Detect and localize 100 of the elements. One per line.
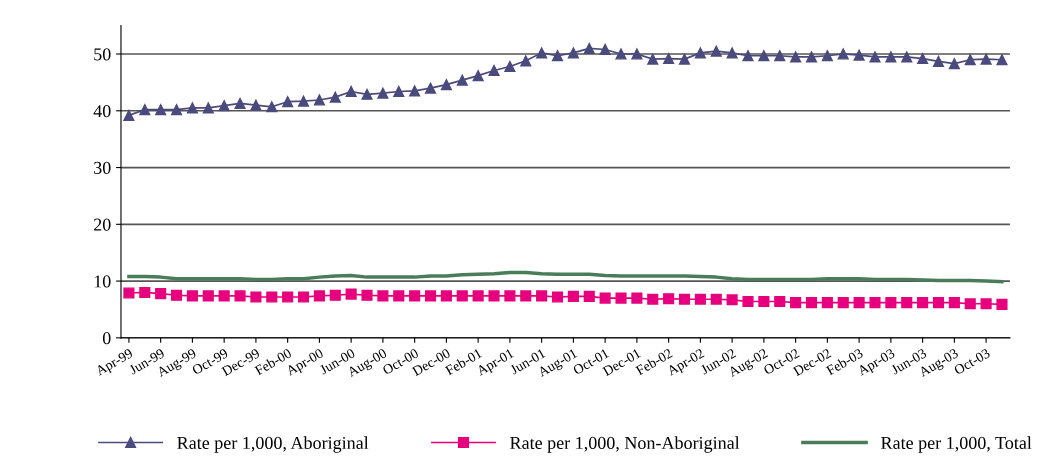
point bbox=[155, 288, 167, 300]
point bbox=[250, 99, 262, 111]
point bbox=[456, 74, 468, 86]
point bbox=[599, 43, 611, 56]
point bbox=[996, 298, 1008, 310]
y-tick-label: 20 bbox=[93, 218, 111, 231]
point bbox=[282, 291, 294, 303]
point bbox=[202, 290, 214, 302]
point bbox=[313, 94, 325, 106]
point bbox=[472, 70, 484, 82]
point bbox=[663, 293, 675, 305]
point bbox=[424, 82, 437, 94]
point bbox=[583, 290, 595, 302]
point bbox=[218, 290, 230, 302]
point bbox=[393, 290, 405, 302]
point bbox=[123, 287, 135, 299]
point bbox=[520, 55, 532, 67]
point bbox=[234, 290, 246, 302]
point bbox=[631, 292, 643, 304]
point bbox=[139, 104, 151, 116]
point bbox=[694, 47, 706, 59]
point bbox=[774, 50, 786, 62]
point bbox=[869, 51, 881, 63]
y-tick-label: 50 bbox=[94, 48, 111, 61]
point bbox=[599, 292, 611, 304]
point bbox=[678, 53, 691, 65]
point bbox=[980, 53, 992, 65]
point bbox=[980, 298, 992, 310]
point bbox=[520, 290, 532, 302]
point bbox=[710, 45, 722, 57]
point bbox=[790, 297, 802, 309]
point bbox=[726, 47, 738, 59]
point bbox=[536, 47, 548, 59]
point bbox=[742, 295, 754, 308]
point bbox=[409, 85, 421, 97]
point bbox=[329, 91, 341, 103]
point bbox=[139, 286, 151, 298]
point bbox=[948, 297, 960, 309]
line-series bbox=[127, 270, 1004, 284]
y-tick-label: 30 bbox=[94, 161, 111, 174]
point bbox=[631, 48, 643, 60]
point bbox=[472, 290, 484, 302]
point bbox=[837, 297, 849, 309]
point bbox=[551, 50, 564, 62]
point bbox=[266, 291, 278, 303]
legend-label: Rate per 1,000, Aboriginal bbox=[177, 436, 369, 453]
point bbox=[647, 293, 659, 305]
y-tick-label: 0 bbox=[102, 332, 111, 345]
point bbox=[710, 293, 722, 305]
point bbox=[186, 290, 198, 302]
point bbox=[837, 48, 849, 60]
point bbox=[917, 297, 929, 309]
point bbox=[536, 290, 548, 302]
point bbox=[663, 52, 675, 65]
point bbox=[297, 291, 310, 303]
point bbox=[583, 42, 595, 54]
point bbox=[504, 290, 516, 302]
point bbox=[853, 49, 865, 61]
point bbox=[266, 101, 278, 113]
point bbox=[440, 290, 452, 302]
point bbox=[964, 298, 976, 310]
point bbox=[821, 297, 833, 309]
point bbox=[186, 102, 198, 114]
point bbox=[202, 102, 214, 114]
point bbox=[250, 291, 262, 303]
legend-label: Rate per 1,000, Non-Aboriginal bbox=[510, 436, 740, 453]
point bbox=[170, 289, 183, 301]
point bbox=[377, 87, 389, 99]
point bbox=[345, 288, 357, 300]
point bbox=[282, 96, 294, 108]
point bbox=[409, 290, 421, 302]
point bbox=[456, 290, 468, 302]
point bbox=[694, 293, 706, 305]
point bbox=[567, 47, 579, 59]
point bbox=[726, 294, 738, 306]
point bbox=[488, 290, 500, 302]
point bbox=[170, 104, 183, 116]
point bbox=[345, 85, 357, 98]
point bbox=[567, 290, 579, 302]
point bbox=[996, 54, 1008, 66]
point bbox=[901, 51, 913, 63]
point bbox=[774, 295, 786, 308]
point bbox=[901, 297, 913, 309]
point bbox=[805, 297, 818, 309]
point bbox=[885, 297, 897, 309]
point bbox=[329, 289, 341, 301]
point bbox=[853, 297, 865, 309]
point bbox=[917, 52, 929, 65]
point bbox=[424, 290, 437, 302]
point bbox=[758, 295, 770, 308]
point bbox=[742, 50, 754, 62]
point bbox=[932, 297, 945, 309]
point bbox=[218, 100, 230, 112]
point bbox=[155, 104, 167, 116]
point bbox=[758, 50, 770, 62]
point bbox=[297, 95, 310, 107]
point bbox=[948, 58, 960, 70]
point bbox=[488, 64, 500, 77]
point bbox=[790, 51, 802, 63]
point bbox=[551, 291, 564, 303]
